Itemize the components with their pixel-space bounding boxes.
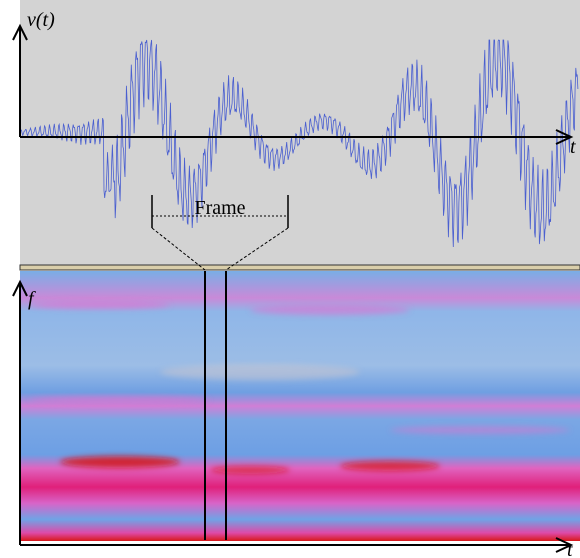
frame-connector xyxy=(225,227,289,271)
arrow xyxy=(12,279,28,297)
frame-connector xyxy=(151,227,206,271)
arrow xyxy=(555,537,574,553)
axis-label: t xyxy=(570,136,576,158)
axis-label: f xyxy=(28,288,36,310)
arrow xyxy=(555,129,574,145)
spectrogram-texture xyxy=(30,301,570,474)
axis-label: t xyxy=(567,539,573,558)
separator xyxy=(19,264,580,271)
frame-label: Frame xyxy=(194,197,245,219)
axis-label: v(t) xyxy=(27,9,55,31)
spectrogram xyxy=(20,271,580,541)
arrow xyxy=(12,23,28,41)
waveform xyxy=(19,39,579,248)
